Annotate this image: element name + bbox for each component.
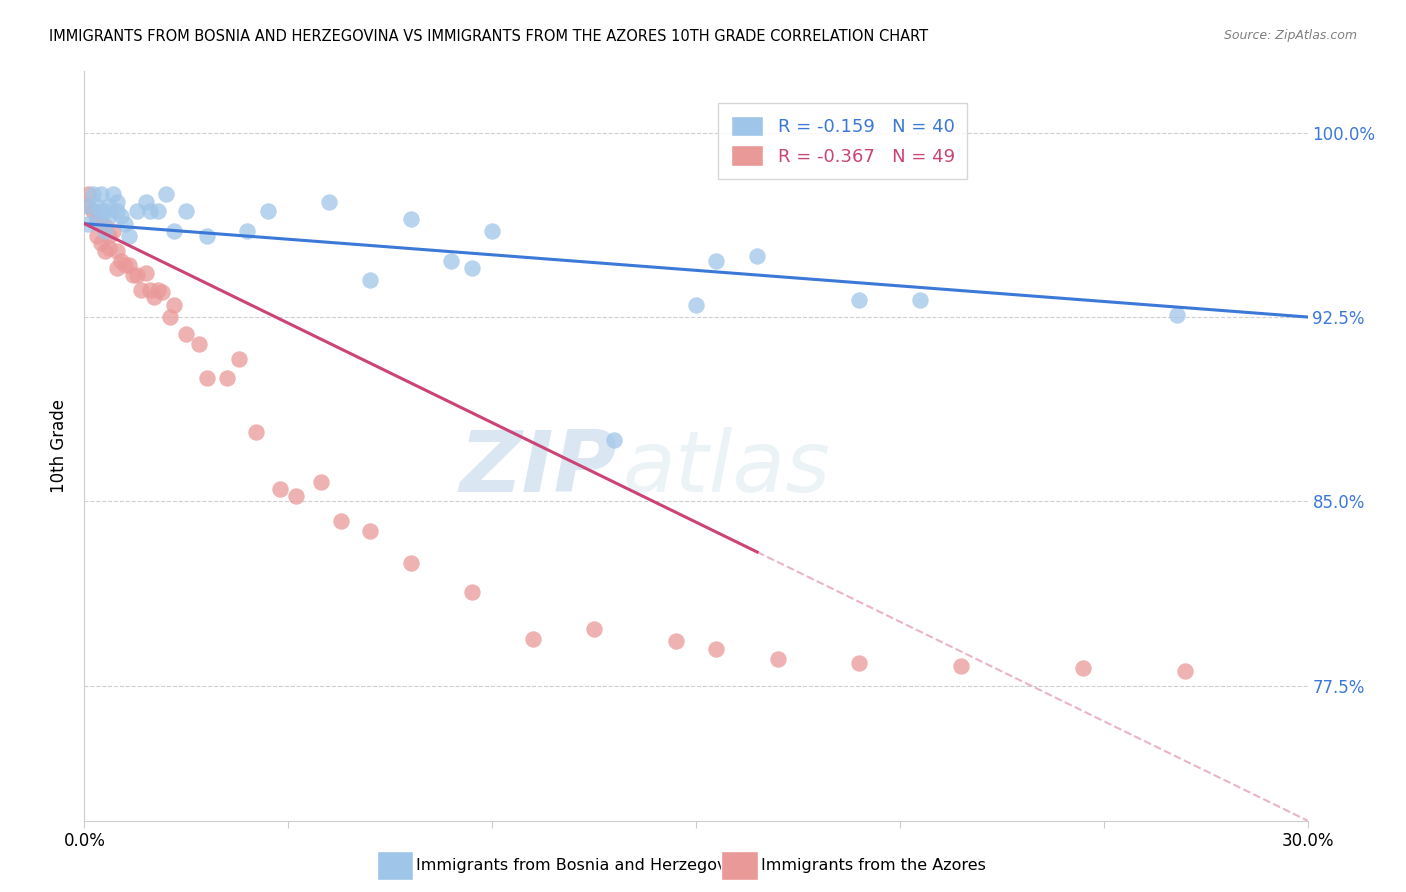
Point: [440, 253, 463, 268]
Point: [1073, 661, 1095, 675]
Point: [118, 229, 141, 244]
Point: [82, 204, 104, 219]
Point: [86, 211, 108, 226]
Point: [86, 199, 108, 213]
Point: [174, 204, 197, 219]
Point: [359, 524, 381, 538]
Point: [138, 283, 160, 297]
Point: [110, 209, 132, 223]
Point: [706, 641, 728, 656]
Point: [110, 253, 132, 268]
Point: [142, 290, 165, 304]
Point: [97, 209, 120, 223]
Point: [131, 283, 153, 297]
Point: [318, 194, 340, 209]
Point: [127, 204, 149, 219]
Point: [86, 211, 108, 226]
Point: [118, 259, 141, 273]
Point: [135, 194, 157, 209]
Point: [77, 217, 100, 231]
Point: [399, 556, 422, 570]
Point: [159, 310, 181, 324]
Point: [461, 260, 484, 275]
Point: [309, 475, 332, 489]
Point: [101, 224, 124, 238]
Point: [90, 204, 112, 219]
Point: [101, 187, 124, 202]
Point: [236, 224, 259, 238]
Text: IMMIGRANTS FROM BOSNIA AND HERZEGOVINA VS IMMIGRANTS FROM THE AZORES 10TH GRADE : IMMIGRANTS FROM BOSNIA AND HERZEGOVINA V…: [49, 29, 928, 44]
Point: [97, 199, 120, 213]
Point: [583, 622, 606, 636]
Point: [97, 229, 120, 244]
Point: [285, 489, 308, 503]
Text: Immigrants from the Azores: Immigrants from the Azores: [761, 858, 986, 872]
Point: [461, 585, 484, 599]
Point: [330, 514, 353, 528]
Point: [105, 204, 128, 219]
Legend: R = -0.159   N = 40, R = -0.367   N = 49: R = -0.159 N = 40, R = -0.367 N = 49: [718, 103, 967, 179]
Point: [146, 283, 169, 297]
Point: [86, 229, 108, 244]
Point: [685, 298, 707, 312]
Y-axis label: 10th Grade: 10th Grade: [51, 399, 69, 493]
Point: [848, 657, 870, 671]
Point: [217, 371, 239, 385]
Point: [245, 425, 267, 440]
Text: Immigrants from Bosnia and Herzegovina: Immigrants from Bosnia and Herzegovina: [416, 858, 751, 872]
Point: [127, 268, 149, 283]
Point: [93, 224, 115, 238]
Point: [105, 260, 128, 275]
Point: [163, 298, 186, 312]
Point: [93, 244, 115, 258]
Point: [195, 229, 218, 244]
Point: [105, 194, 128, 209]
Point: [114, 259, 136, 273]
Point: [138, 204, 160, 219]
Point: [163, 224, 186, 238]
Point: [135, 266, 157, 280]
Point: [665, 634, 688, 648]
Point: [603, 433, 626, 447]
Point: [90, 236, 112, 251]
Point: [399, 211, 422, 226]
Point: [77, 187, 100, 202]
Point: [1174, 664, 1197, 678]
Point: [706, 253, 728, 268]
Point: [481, 224, 503, 238]
Point: [228, 351, 250, 366]
Point: [122, 268, 145, 283]
Point: [522, 632, 544, 646]
Point: [910, 293, 932, 307]
Point: [90, 187, 112, 202]
Point: [1166, 308, 1188, 322]
Point: [150, 285, 173, 300]
Point: [195, 371, 218, 385]
Point: [77, 199, 100, 213]
Text: ZIP: ZIP: [458, 427, 616, 510]
Point: [257, 204, 280, 219]
Point: [155, 187, 177, 202]
Point: [77, 199, 100, 213]
Point: [766, 651, 789, 665]
Point: [90, 217, 112, 231]
Point: [93, 219, 115, 234]
Point: [187, 337, 209, 351]
Point: [97, 241, 120, 255]
Point: [105, 244, 128, 258]
Text: atlas: atlas: [623, 427, 831, 510]
Point: [93, 204, 115, 219]
Point: [146, 204, 169, 219]
Point: [269, 482, 291, 496]
Text: Source: ZipAtlas.com: Source: ZipAtlas.com: [1223, 29, 1357, 42]
Point: [82, 187, 104, 202]
Point: [359, 273, 381, 287]
Point: [950, 658, 973, 673]
Point: [174, 327, 197, 342]
Point: [747, 249, 769, 263]
Point: [114, 217, 136, 231]
Point: [848, 293, 870, 307]
